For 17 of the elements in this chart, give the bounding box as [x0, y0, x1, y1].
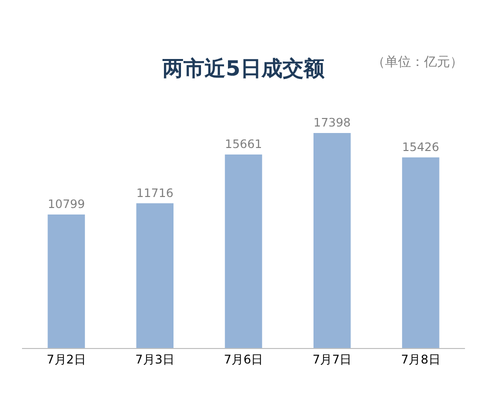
data-label: 10799: [48, 197, 85, 212]
bar: [48, 214, 85, 348]
x-tick-label: 7月7日: [312, 352, 352, 366]
bar: [313, 133, 351, 348]
data-label: 17398: [314, 116, 351, 130]
x-tick-label: 7月3日: [135, 352, 175, 366]
data-label: 15426: [402, 140, 440, 154]
x-tick-label: 7月6日: [224, 352, 264, 366]
chart-subtitle: （单位：亿元）: [372, 55, 463, 70]
chart-title: 两市近5日成交额: [162, 56, 326, 80]
x-tick-label: 7月2日: [46, 352, 86, 366]
x-tick-label: 7月8日: [401, 352, 440, 366]
data-label: 15661: [224, 137, 262, 152]
bar: [402, 157, 440, 348]
bar: [224, 154, 262, 348]
bar: [136, 203, 174, 348]
data-label: 11716: [136, 186, 174, 200]
